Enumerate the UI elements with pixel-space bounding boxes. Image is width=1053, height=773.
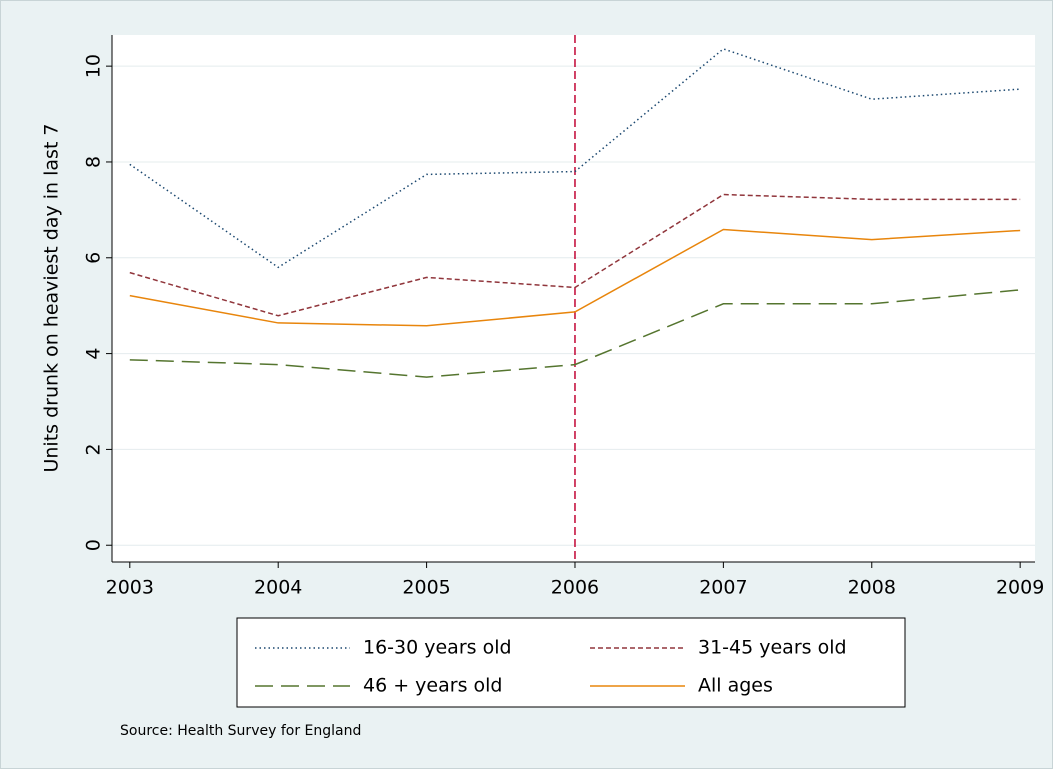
y-axis-label: Units drunk on heaviest day in last 7: [41, 123, 63, 472]
x-tick-label: 2004: [254, 577, 302, 599]
y-tick-label: 2: [83, 443, 105, 455]
plot-area: [112, 35, 1035, 562]
legend-label: All ages: [698, 675, 773, 697]
legend-label: 46 + years old: [363, 675, 502, 697]
legend-box: [236, 617, 906, 708]
x-tick-label: 2008: [848, 577, 896, 599]
series-line: [129, 228, 1021, 327]
y-tick-label: 8: [83, 156, 105, 168]
series-line: [129, 193, 1021, 317]
x-tick-label: 2007: [699, 577, 747, 599]
x-tick-label: 2005: [402, 577, 450, 599]
series-line: [129, 289, 1021, 378]
legend-label: 16-30 years old: [363, 637, 512, 659]
source-note: Source: Health Survey for England: [120, 723, 361, 739]
y-tick-label: 0: [83, 539, 105, 551]
x-tick-label: 2009: [996, 577, 1044, 599]
x-tick-label: 2006: [551, 577, 599, 599]
series-line: [129, 48, 1021, 269]
y-tick-label: 6: [83, 252, 105, 264]
x-tick-label: 2003: [106, 577, 154, 599]
legend-label: 31-45 years old: [698, 637, 847, 659]
y-tick-label: 10: [83, 54, 105, 78]
y-tick-label: 4: [83, 348, 105, 360]
